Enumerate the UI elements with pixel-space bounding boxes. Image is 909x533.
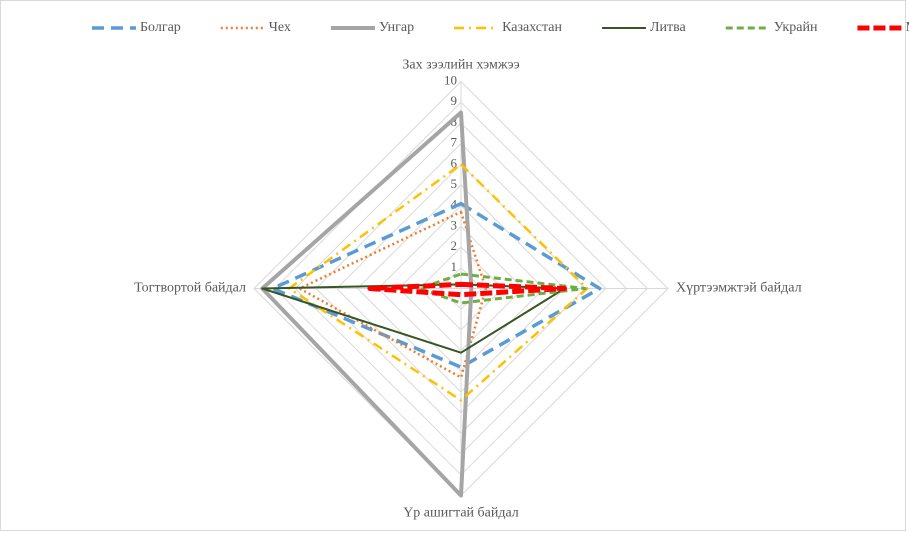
- series-line: [298, 210, 488, 379]
- legend-label: Литва: [650, 20, 687, 35]
- r-tick-label: 10: [444, 72, 457, 87]
- series-line: [260, 110, 474, 498]
- legend-label: Унгар: [379, 20, 414, 35]
- legend-label: Украйн: [774, 20, 818, 35]
- series-line: [367, 281, 567, 298]
- legend-label: Казахстан: [502, 20, 562, 35]
- r-tick-label: 9: [451, 93, 458, 108]
- axis-label: Зах зээлийн хэмжээ: [402, 58, 519, 73]
- r-tick-label: 2: [451, 238, 458, 253]
- r-tick-label: 3: [451, 217, 458, 232]
- axis-label: Тогтвортой байдал: [134, 281, 246, 296]
- legend-label: Болгар: [140, 20, 181, 35]
- axis-label: Үр ашигтай байдал: [403, 506, 519, 521]
- r-tick-label: 5: [451, 176, 458, 191]
- legend-label: Монгол: [905, 20, 909, 35]
- axis-label: Хүртээмжтэй байдал: [676, 281, 802, 296]
- r-tick-label: 1: [451, 259, 458, 274]
- r-tick-label: 4: [451, 197, 458, 212]
- r-tick-label: 7: [451, 135, 458, 150]
- series-line: [270, 201, 602, 369]
- r-tick-label: 6: [451, 155, 458, 170]
- legend-label: Чех: [269, 20, 291, 35]
- series-line: [287, 163, 589, 402]
